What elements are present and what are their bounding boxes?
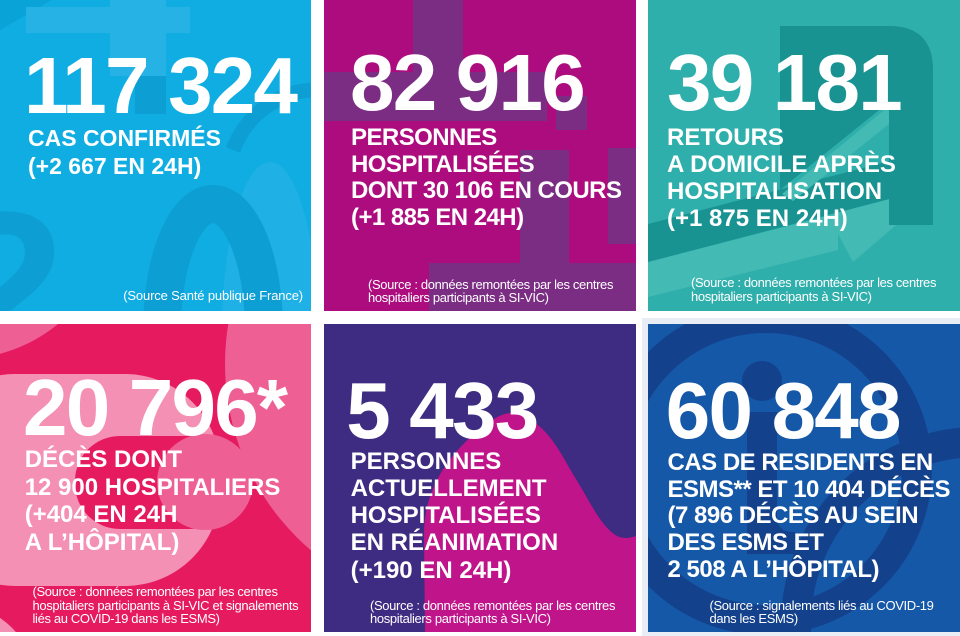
svg-text:2: 2: [0, 168, 65, 311]
